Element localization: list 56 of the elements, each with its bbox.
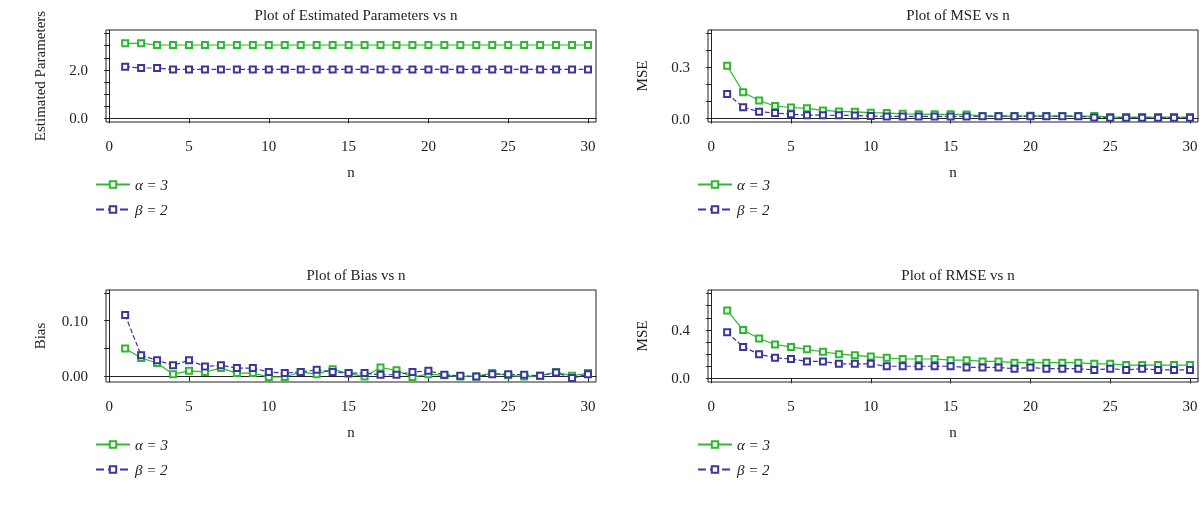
chart-title: Plot of MSE vs n: [906, 6, 1011, 23]
x-tick-label: 30: [580, 397, 596, 414]
x-tick-label: 15: [943, 397, 959, 414]
x-tick-label: 30: [1182, 397, 1198, 414]
x-tick-label: 20: [1022, 137, 1038, 154]
y-tick-label: 0.0: [69, 110, 88, 127]
x-tick-label: 15: [943, 137, 959, 154]
legend-label: β = 2: [134, 201, 169, 218]
x-tick-label: 5: [185, 137, 193, 154]
x-tick-label: 0: [707, 137, 715, 154]
x-tick-label: 0: [707, 397, 715, 414]
y-tick-label: 0.0: [671, 370, 690, 387]
chart-title: Plot of Estimated Parameters vs n: [254, 6, 458, 23]
y-axis-title: MSE: [634, 60, 650, 92]
y-tick-label: 0.00: [61, 368, 88, 385]
chart-title: Plot of RMSE vs n: [901, 266, 1016, 283]
x-tick-label: 10: [261, 137, 277, 154]
x-tick-label: 30: [580, 137, 596, 154]
x-tick-label: 5: [787, 397, 795, 414]
x-tick-label: 20: [420, 137, 436, 154]
x-tick-label: 10: [863, 397, 879, 414]
y-tick-label: 0.0: [671, 110, 690, 127]
y-axis-title: Bias: [32, 322, 48, 350]
legend-label: α = 3: [737, 436, 770, 453]
x-tick-label: 10: [261, 397, 277, 414]
legend-label: α = 3: [135, 436, 168, 453]
y-tick-label: 2.0: [69, 61, 88, 78]
x-tick-label: 0: [105, 137, 113, 154]
x-tick-label: 20: [420, 397, 436, 414]
y-axis-title: MSE: [634, 320, 650, 352]
x-tick-label: 25: [500, 397, 516, 414]
x-tick-label: 15: [341, 137, 357, 154]
y-tick-label: 0.10: [61, 312, 88, 329]
x-tick-label: 0: [105, 397, 113, 414]
x-axis-title: n: [949, 423, 958, 440]
y-tick-label: 0.3: [671, 59, 690, 76]
legend-label: α = 3: [135, 176, 168, 193]
x-tick-label: 15: [341, 397, 357, 414]
legend-label: β = 2: [736, 201, 771, 218]
x-tick-label: 5: [185, 397, 193, 414]
x-axis-title: n: [347, 423, 356, 440]
legend-label: β = 2: [134, 461, 169, 478]
y-axis-title: Estimated Parameters: [32, 10, 48, 142]
x-tick-label: 30: [1182, 137, 1198, 154]
x-tick-label: 25: [1102, 397, 1118, 414]
x-axis-title: n: [949, 163, 958, 180]
legend-label: α = 3: [737, 176, 770, 193]
x-tick-label: 5: [787, 137, 795, 154]
x-axis-title: n: [347, 163, 356, 180]
y-tick-label: 0.4: [671, 321, 691, 338]
x-tick-label: 25: [1102, 137, 1118, 154]
x-tick-label: 10: [863, 137, 879, 154]
x-tick-label: 20: [1022, 397, 1038, 414]
chart-title: Plot of Bias vs n: [306, 266, 407, 283]
legend-label: β = 2: [736, 461, 771, 478]
x-tick-label: 25: [500, 137, 516, 154]
